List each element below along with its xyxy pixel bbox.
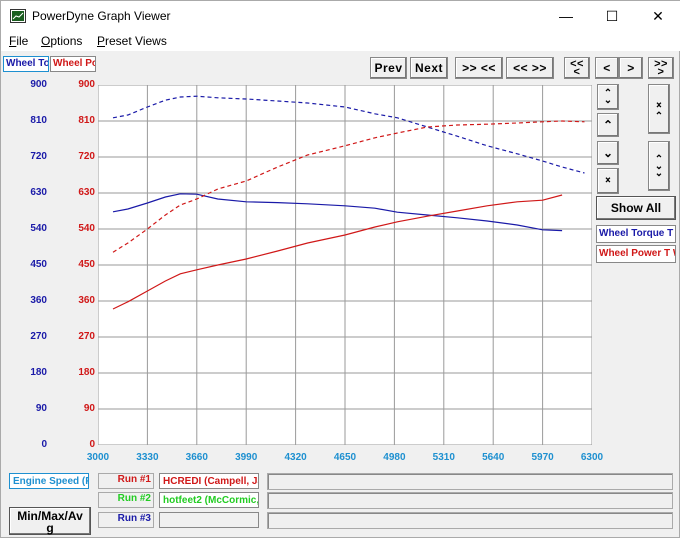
y-tick-label-torque: 180 — [30, 367, 47, 378]
y-tick-label-power: 810 — [78, 115, 95, 126]
y-tick-label-power: 270 — [78, 331, 95, 342]
scroll-left-button[interactable]: < — [595, 57, 619, 79]
far-left-top-glyph: << — [570, 58, 584, 70]
app-icon — [10, 9, 26, 23]
y-zoom-in-button[interactable]: ⌃ ⌄ — [597, 84, 619, 110]
maximize-button[interactable]: ☐ — [605, 7, 619, 24]
run2-detail-field — [267, 492, 673, 509]
far-left-bot-glyph: < — [573, 66, 581, 78]
run1-detail-field — [267, 473, 673, 490]
y-tick-label-torque: 810 — [30, 115, 47, 126]
scroll-far-right-button[interactable]: >> > — [648, 57, 674, 79]
prev-button[interactable]: Prev — [370, 57, 407, 79]
y-tick-label-power: 360 — [78, 295, 95, 306]
menu-options-label: ptions — [50, 34, 83, 48]
legend-wheel-power[interactable]: Wheel Power T W — [596, 245, 676, 263]
min-max-avg-label-line1: Min/Max/Av — [17, 509, 83, 523]
zoom-in-x-button[interactable]: >> << — [455, 57, 503, 79]
y-scroll-far-down-button[interactable]: ⌃ ⌄ ⌄ — [648, 141, 670, 191]
zoom-out-x-button[interactable]: << >> — [506, 57, 554, 79]
y-scroll-down-button[interactable]: ⌄ — [597, 141, 619, 165]
y-tick-label-power: 540 — [78, 223, 95, 234]
y-tick-label-torque: 360 — [30, 295, 47, 306]
y-tick-label-power: 90 — [83, 403, 95, 414]
x-tick-label: 5310 — [432, 452, 455, 463]
y-scroll-far-up-button[interactable]: ⌄ ⌃ ⌃ — [648, 84, 670, 134]
menu-preset-views[interactable]: Preset Views — [97, 34, 167, 48]
x-tick-label: 3330 — [136, 452, 159, 463]
x-tick-label: 4980 — [383, 452, 406, 463]
series-line-4 — [112, 120, 585, 253]
run3-detail-field — [267, 512, 673, 529]
y-tick-label-torque: 0 — [41, 439, 47, 450]
y-tick-label-torque: 450 — [30, 259, 47, 270]
x-tick-label: 3000 — [86, 452, 110, 463]
menu-file[interactable]: File — [9, 34, 28, 48]
y-tick-label-torque: 270 — [30, 331, 47, 342]
x-tick-label: 4650 — [333, 452, 357, 463]
x-tick-label: 6300 — [580, 452, 604, 463]
x-tick-label: 5640 — [482, 452, 505, 463]
y-tick-label-power: 900 — [78, 79, 95, 90]
menu-preset-label: reset Views — [105, 34, 167, 48]
x-channel-field[interactable]: Engine Speed (R — [9, 473, 89, 489]
scroll-right-button[interactable]: > — [619, 57, 643, 79]
show-all-button[interactable]: Show All — [596, 196, 676, 220]
y-tick-label-power: 720 — [78, 151, 95, 162]
run1-label: Run #1 — [98, 473, 154, 489]
min-max-avg-button[interactable]: Min/Max/Av g — [9, 507, 91, 535]
y-zoom-out-button[interactable]: ⌄ ⌃ — [597, 168, 619, 194]
tab-wheel-power[interactable]: Wheel Po — [50, 56, 96, 72]
menu-bar: File Options Preset Views — [1, 31, 680, 51]
tab-wheel-torque[interactable]: Wheel To — [3, 56, 49, 72]
run1-name-field[interactable]: HCREDI (Campell, Ja — [159, 473, 259, 489]
menu-file-label: ile — [16, 34, 29, 48]
y-tick-label-power: 0 — [89, 439, 95, 450]
y-tick-label-torque: 540 — [30, 223, 47, 234]
y-tick-label-power: 630 — [78, 187, 95, 198]
x-tick-label: 3990 — [235, 452, 258, 463]
legend-wheel-torque[interactable]: Wheel Torque T W — [596, 225, 676, 243]
scroll-far-left-button[interactable]: << < — [564, 57, 590, 79]
menu-preset-mnemonic: P — [97, 34, 106, 48]
series-line-2 — [112, 194, 563, 310]
series-line-1 — [112, 193, 563, 232]
min-max-avg-label-line2: g — [46, 521, 54, 535]
y-tick-label-torque: 630 — [30, 187, 47, 198]
menu-options-mnemonic: O — [41, 34, 51, 48]
close-button[interactable]: ✕ — [652, 7, 664, 24]
y-tick-label-torque: 720 — [30, 151, 47, 162]
y-tick-label-torque: 90 — [35, 403, 47, 414]
x-tick-label: 5970 — [531, 452, 554, 463]
menu-file-mnemonic: F — [9, 34, 17, 48]
chart-svg — [97, 84, 593, 446]
y-tick-label-power: 450 — [78, 259, 95, 270]
menu-options[interactable]: Options — [41, 34, 82, 48]
run3-name-field[interactable] — [159, 512, 259, 528]
next-button[interactable]: Next — [410, 57, 448, 79]
chart-plot-area[interactable] — [97, 84, 593, 446]
run2-name-field[interactable]: hotfeet2 (McCormic, — [159, 492, 259, 508]
far-right-bot-glyph: > — [657, 66, 665, 78]
far-right-top-glyph: >> — [654, 58, 668, 70]
x-tick-label: 4320 — [284, 452, 307, 463]
minimize-button[interactable]: — — [559, 8, 573, 24]
x-tick-label: 3660 — [185, 452, 208, 463]
run2-label: Run #2 — [98, 492, 154, 508]
series-line-3 — [112, 95, 585, 174]
y-tick-label-torque: 900 — [30, 79, 47, 90]
y-tick-label-power: 180 — [78, 367, 95, 378]
title-bar: PowerDyne Graph Viewer — ☐ ✕ — [1, 1, 680, 31]
window-title: PowerDyne Graph Viewer — [32, 9, 171, 23]
y-scroll-up-button[interactable]: ⌃ — [597, 113, 619, 137]
run3-label: Run #3 — [98, 512, 154, 528]
